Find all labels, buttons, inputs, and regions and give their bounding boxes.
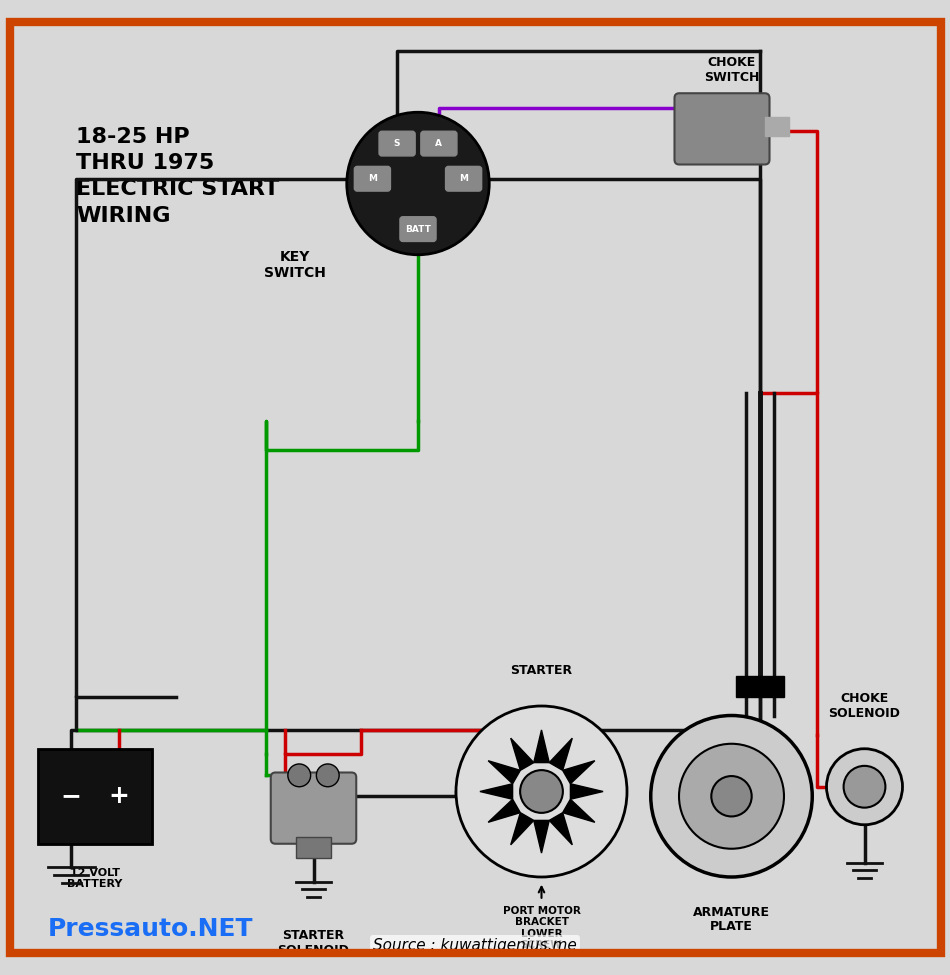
Text: STARTER: STARTER <box>510 665 573 678</box>
Polygon shape <box>534 820 549 853</box>
Polygon shape <box>488 800 521 822</box>
Circle shape <box>456 706 627 877</box>
FancyBboxPatch shape <box>354 167 390 191</box>
Bar <box>765 117 788 136</box>
Text: +: + <box>108 784 129 808</box>
Circle shape <box>347 112 489 254</box>
Text: S: S <box>394 139 400 148</box>
Polygon shape <box>562 760 595 784</box>
Circle shape <box>679 744 784 848</box>
Circle shape <box>651 716 812 877</box>
Text: A: A <box>435 139 443 148</box>
FancyBboxPatch shape <box>421 132 457 156</box>
FancyBboxPatch shape <box>271 772 356 843</box>
Bar <box>38 749 152 843</box>
Polygon shape <box>511 812 534 844</box>
Text: −: − <box>61 784 82 808</box>
Text: Source : kuwattigenius.me: Source : kuwattigenius.me <box>373 938 577 953</box>
Text: M: M <box>368 175 377 183</box>
Polygon shape <box>480 784 513 800</box>
Bar <box>736 676 784 696</box>
FancyBboxPatch shape <box>446 167 482 191</box>
Text: STARTER
SOLENOID: STARTER SOLENOID <box>277 929 350 957</box>
FancyBboxPatch shape <box>379 132 415 156</box>
Text: CHOKE
SOLENOID: CHOKE SOLENOID <box>828 692 901 721</box>
Polygon shape <box>549 738 572 770</box>
Polygon shape <box>488 760 521 784</box>
Text: BATT: BATT <box>405 224 431 234</box>
FancyBboxPatch shape <box>400 216 436 242</box>
FancyBboxPatch shape <box>674 94 770 165</box>
Polygon shape <box>549 812 572 844</box>
Circle shape <box>521 770 562 813</box>
Text: KEY
SWITCH: KEY SWITCH <box>263 250 326 280</box>
Text: CHOKE
SWITCH: CHOKE SWITCH <box>704 56 759 84</box>
Text: PORT MOTOR
BRACKET
LOWER
SCREW: PORT MOTOR BRACKET LOWER SCREW <box>503 906 580 951</box>
Text: 18-25 HP
THRU 1975
ELECTRIC START
WIRING: 18-25 HP THRU 1975 ELECTRIC START WIRING <box>76 127 279 225</box>
Circle shape <box>826 749 902 825</box>
Polygon shape <box>562 800 595 822</box>
Circle shape <box>316 764 339 787</box>
Circle shape <box>844 765 885 807</box>
Text: 12 VOLT
BATTERY: 12 VOLT BATTERY <box>67 868 123 889</box>
Text: M: M <box>459 175 468 183</box>
Circle shape <box>288 764 311 787</box>
Bar <box>296 838 331 858</box>
Bar <box>38 749 152 843</box>
Polygon shape <box>534 730 549 762</box>
Circle shape <box>712 776 751 816</box>
Text: ARMATURE
PLATE: ARMATURE PLATE <box>693 906 770 933</box>
Text: Pressauto.NET: Pressauto.NET <box>48 917 253 941</box>
Polygon shape <box>511 738 534 770</box>
Polygon shape <box>570 784 603 800</box>
